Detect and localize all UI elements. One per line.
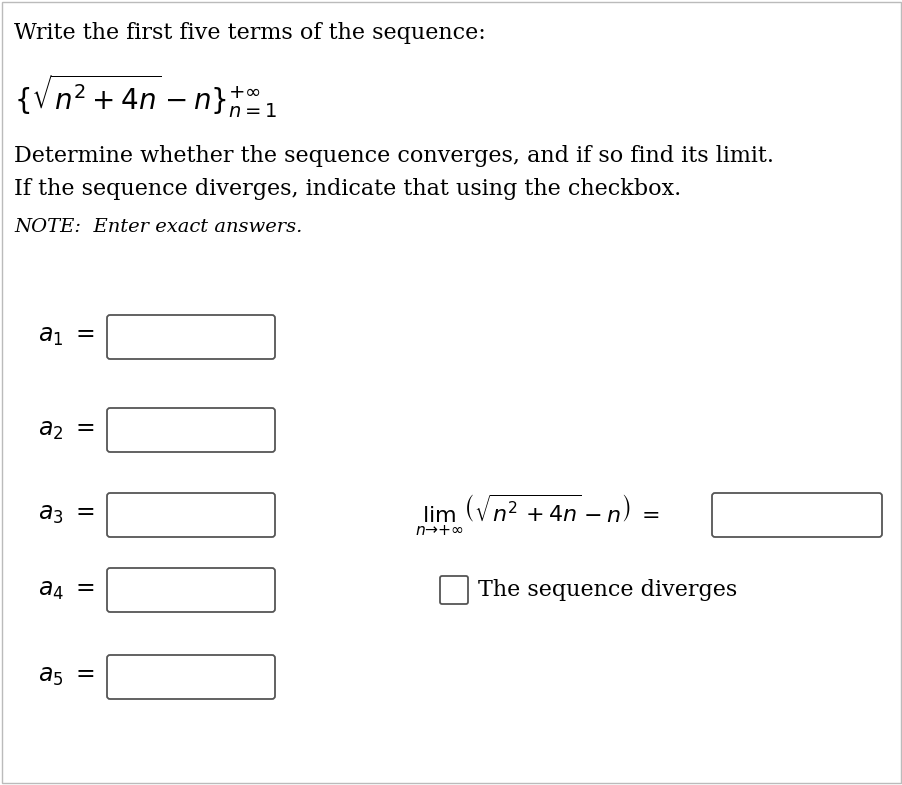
Text: Write the first five terms of the sequence:: Write the first five terms of the sequen… (14, 22, 485, 44)
Text: $a_4$ $=$: $a_4$ $=$ (38, 579, 95, 601)
Text: $a_1$ $=$: $a_1$ $=$ (38, 326, 95, 349)
Text: $a_5$ $=$: $a_5$ $=$ (38, 666, 95, 688)
FancyBboxPatch shape (106, 408, 275, 452)
Text: $a_2$ $=$: $a_2$ $=$ (38, 418, 95, 441)
FancyBboxPatch shape (106, 315, 275, 359)
Text: $\{\sqrt{n^2+4n}-n\}_{n=1}^{+\infty}$: $\{\sqrt{n^2+4n}-n\}_{n=1}^{+\infty}$ (14, 72, 277, 119)
FancyBboxPatch shape (106, 568, 275, 612)
Text: Determine whether the sequence converges, and if so find its limit.: Determine whether the sequence converges… (14, 145, 773, 167)
Text: The sequence diverges: The sequence diverges (477, 579, 736, 601)
Text: If the sequence diverges, indicate that using the checkbox.: If the sequence diverges, indicate that … (14, 178, 680, 200)
FancyBboxPatch shape (711, 493, 881, 537)
FancyBboxPatch shape (106, 493, 275, 537)
Text: $\lim_{n\to+\infty}\left(\sqrt{n^2+4n}-n\right)\;=$: $\lim_{n\to+\infty}\left(\sqrt{n^2+4n}-n… (415, 492, 659, 538)
Text: NOTE:  Enter exact answers.: NOTE: Enter exact answers. (14, 218, 302, 236)
FancyBboxPatch shape (439, 576, 467, 604)
Text: $a_3$ $=$: $a_3$ $=$ (38, 503, 95, 527)
FancyBboxPatch shape (106, 655, 275, 699)
